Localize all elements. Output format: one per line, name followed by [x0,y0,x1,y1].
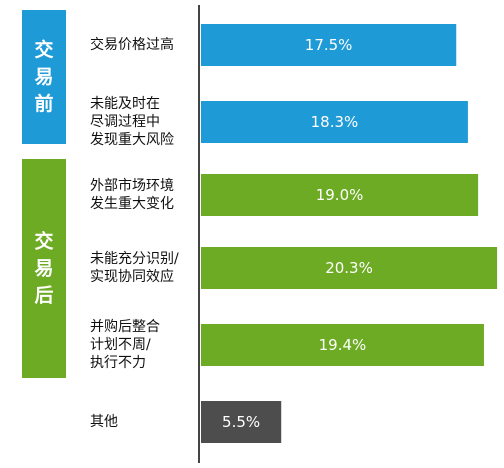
bar-3 [201,174,479,216]
category-label-3: 外部市场环境发生重大变化 [90,177,174,212]
bar-4 [201,247,498,289]
category-label-2-line-3: 发现重大风险 [90,132,174,148]
category-label-6-line-1: 其他 [90,414,118,430]
bar-value-label-2: 18.3% [311,113,359,131]
category-label-3-line-1: 外部市场环境 [90,177,174,194]
bar-1 [201,24,457,66]
bar-value-label-1: 17.5% [305,36,353,54]
bar-value-label-4: 20.3% [325,259,373,277]
category-label-3-line-2: 发生重大变化 [90,196,174,212]
group-block-2 [22,159,66,378]
category-label-4-line-2: 实现协同效应 [90,268,174,285]
bar-2 [201,101,468,143]
group-label-1-char-2: 易 [34,66,53,88]
category-label-2: 未能及时在尽调过程中发现重大风险 [90,96,174,148]
group-block-1 [22,10,66,144]
category-label-5-line-3: 执行不力 [90,355,146,371]
category-label-6: 其他 [90,414,118,430]
group-label-2-char-1: 交 [34,230,53,253]
category-label-1-line-1: 交易价格过高 [90,36,174,53]
group-label-2-char-3: 后 [34,285,53,307]
group-label-2-char-2: 易 [34,258,53,280]
category-label-1: 交易价格过高 [90,36,174,53]
category-label-4: 未能充分识别/实现协同效应 [90,251,179,285]
category-label-4-line-1: 未能充分识别/ [90,251,179,267]
bar-value-label-6: 5.5% [222,413,260,431]
category-label-2-line-2: 尽调过程中 [90,114,160,130]
category-label-5-line-2: 计划不周/ [90,337,151,353]
category-label-2-line-1: 未能及时在 [90,96,160,112]
bar-value-label-3: 19.0% [316,186,364,204]
group-label-1-char-1: 交 [34,38,53,61]
category-label-5-line-1: 并购后整合 [90,319,160,335]
category-label-5: 并购后整合计划不周/执行不力 [90,319,160,371]
group-label-1-char-3: 前 [34,92,53,115]
bar-5 [201,324,484,366]
bar-value-label-5: 19.4% [319,336,367,354]
bar-6 [201,401,282,443]
